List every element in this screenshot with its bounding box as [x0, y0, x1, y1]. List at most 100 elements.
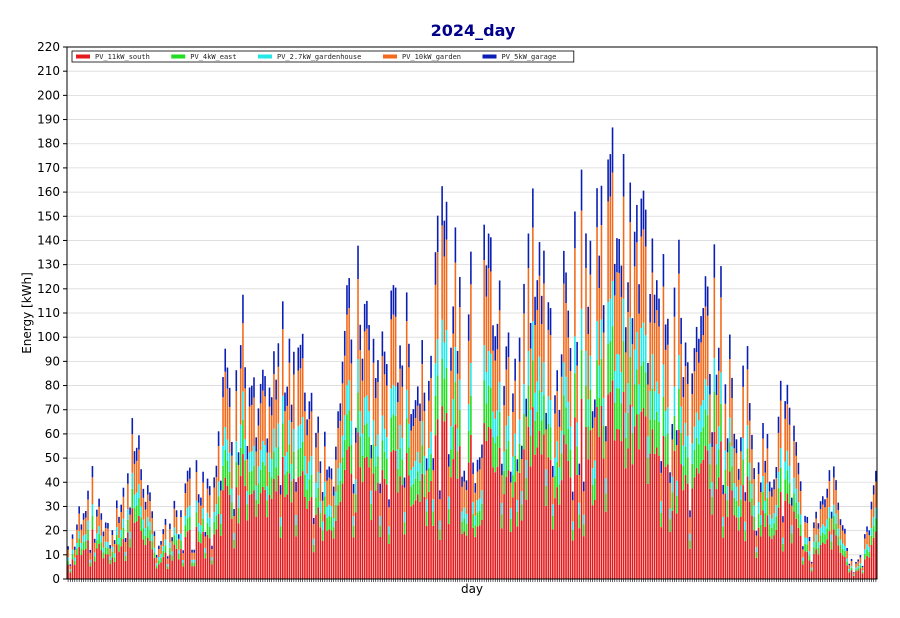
bar-segment-PV_11kW_south: [262, 486, 264, 579]
bar-segment-PV_4kW_east: [419, 480, 421, 502]
bar-segment-PV_2.7kW_gardenhouse: [374, 446, 377, 467]
bar-segment-PV_10kW_garden: [720, 297, 722, 373]
bar-segment-PV_11kW_south: [507, 470, 510, 579]
bar-segment-PV_10kW_garden: [483, 260, 485, 346]
bar-segment-PV_10kW_garden: [372, 362, 375, 421]
bar-segment-PV_5kW_garage: [255, 437, 258, 452]
bar-segment-PV_5kW_garage: [748, 403, 751, 421]
bar-segment-PV_4kW_east: [337, 485, 339, 506]
bar-segment-PV_11kW_south: [802, 564, 804, 579]
bar-segment-PV_11kW_south: [175, 548, 178, 579]
bar-segment-PV_11kW_south: [620, 441, 623, 579]
bar-segment-PV_4kW_east: [658, 421, 660, 456]
bar-segment-PV_4kW_east: [678, 389, 680, 430]
bar-segment-PV_4kW_east: [680, 432, 682, 465]
bar-segment-PV_5kW_garage: [348, 278, 350, 309]
bar-segment-PV_4kW_east: [330, 517, 333, 531]
bar-segment-PV_5kW_garage: [434, 252, 437, 285]
bar-segment-PV_4kW_east: [797, 513, 800, 528]
bar-segment-PV_5kW_garage: [660, 461, 663, 473]
bar-segment-PV_5kW_garage: [830, 511, 833, 519]
bar-segment-PV_10kW_garden: [819, 508, 822, 528]
bar-segment-PV_11kW_south: [416, 494, 419, 579]
bar-segment-PV_4kW_east: [144, 535, 147, 546]
bar-segment-PV_5kW_garage: [861, 565, 864, 568]
bar-segment-PV_5kW_garage: [158, 545, 160, 549]
bar-segment-PV_2.7kW_gardenhouse: [793, 477, 795, 494]
bar-segment-PV_2.7kW_gardenhouse: [184, 515, 187, 526]
bar-segment-PV_4kW_east: [297, 449, 300, 478]
bar-segment-PV_11kW_south: [505, 476, 508, 579]
bar-segment-PV_5kW_garage: [416, 386, 419, 406]
bar-segment-PV_2.7kW_gardenhouse: [279, 517, 282, 527]
bar-segment-PV_5kW_garage: [401, 365, 404, 387]
bar-segment-PV_5kW_garage: [78, 506, 80, 514]
bar-segment-PV_2.7kW_gardenhouse: [819, 527, 822, 536]
bar-segment-PV_11kW_south: [516, 526, 519, 579]
bar-segment-PV_4kW_east: [98, 534, 100, 544]
bar-segment-PV_11kW_south: [861, 573, 864, 579]
bar-segment-PV_5kW_garage: [485, 265, 488, 297]
bar-segment-PV_11kW_south: [649, 453, 651, 579]
bar-segment-PV_5kW_garage: [596, 188, 598, 228]
bar-segment-PV_10kW_garden: [868, 535, 871, 547]
bar-segment-PV_2.7kW_gardenhouse: [587, 399, 589, 427]
bar-segment-PV_10kW_garden: [434, 284, 437, 364]
bar-segment-PV_10kW_garden: [401, 386, 404, 439]
bar-segment-PV_4kW_east: [806, 544, 809, 552]
bar-segment-PV_2.7kW_gardenhouse: [253, 445, 255, 467]
bar-segment-PV_4kW_east: [383, 451, 386, 479]
bar-segment-PV_11kW_south: [496, 466, 499, 579]
bar-segment-PV_5kW_garage: [490, 237, 492, 272]
bar-segment-PV_4kW_east: [768, 524, 771, 537]
bar-segment-PV_11kW_south: [700, 463, 702, 579]
legend-swatch: [171, 54, 186, 59]
bar-segment-PV_10kW_garden: [171, 541, 173, 552]
bar-segment-PV_10kW_garden: [193, 552, 196, 560]
bar-segment-PV_2.7kW_gardenhouse: [569, 426, 572, 450]
bar-segment-PV_10kW_garden: [279, 494, 282, 518]
bar-segment-PV_10kW_garden: [135, 460, 138, 493]
bar-segment-PV_11kW_south: [512, 497, 514, 579]
bar-segment-PV_11kW_south: [554, 498, 556, 579]
bar-segment-PV_4kW_east: [226, 460, 229, 486]
bar-segment-PV_10kW_garden: [328, 477, 331, 505]
bar-segment-PV_5kW_garage: [560, 354, 563, 377]
bar-segment-PV_2.7kW_gardenhouse: [370, 490, 373, 504]
bar-segment-PV_5kW_garage: [430, 355, 432, 379]
bar-segment-PV_5kW_garage: [793, 425, 795, 442]
bar-segment-PV_5kW_garage: [357, 245, 359, 280]
bar-segment-PV_11kW_south: [146, 537, 149, 579]
bar-segment-PV_4kW_east: [514, 455, 516, 483]
bar-segment-PV_2.7kW_gardenhouse: [304, 455, 306, 475]
bar-segment-PV_4kW_east: [656, 411, 658, 448]
bar-segment-PV_5kW_garage: [653, 294, 656, 324]
bar-segment-PV_2.7kW_gardenhouse: [297, 426, 300, 450]
bar-segment-PV_10kW_garden: [653, 323, 656, 392]
bar-segment-PV_4kW_east: [857, 568, 859, 571]
bar-segment-PV_4kW_east: [228, 471, 231, 495]
bar-segment-PV_2.7kW_gardenhouse: [359, 411, 362, 437]
bar-segment-PV_10kW_garden: [262, 390, 264, 441]
bar-segment-PV_2.7kW_gardenhouse: [748, 462, 751, 481]
bar-segment-PV_2.7kW_gardenhouse: [545, 469, 547, 486]
bar-segment-PV_4kW_east: [771, 527, 773, 539]
bar-segment-PV_2.7kW_gardenhouse: [507, 416, 510, 441]
bar-segment-PV_2.7kW_gardenhouse: [129, 531, 131, 539]
bar-segment-PV_10kW_garden: [191, 552, 193, 560]
bar-segment-PV_10kW_garden: [268, 406, 271, 453]
bar-segment-PV_2.7kW_gardenhouse: [244, 439, 246, 461]
bar-segment-PV_2.7kW_gardenhouse: [67, 557, 69, 561]
bar-segment-PV_2.7kW_gardenhouse: [538, 356, 541, 391]
bar-segment-PV_5kW_garage: [755, 530, 758, 536]
bar-segment-PV_11kW_south: [352, 537, 355, 579]
y-tick-label: 10: [45, 548, 60, 562]
bar-segment-PV_5kW_garage: [872, 485, 875, 495]
bar-segment-PV_2.7kW_gardenhouse: [231, 488, 233, 503]
bar-segment-PV_11kW_south: [403, 534, 406, 579]
bar-segment-PV_5kW_garage: [394, 287, 397, 317]
bar-segment-PV_11kW_south: [762, 510, 764, 579]
bar-segment-PV_4kW_east: [332, 527, 335, 539]
bar-segment-PV_4kW_east: [414, 478, 417, 501]
bar-segment-PV_4kW_east: [711, 496, 713, 515]
